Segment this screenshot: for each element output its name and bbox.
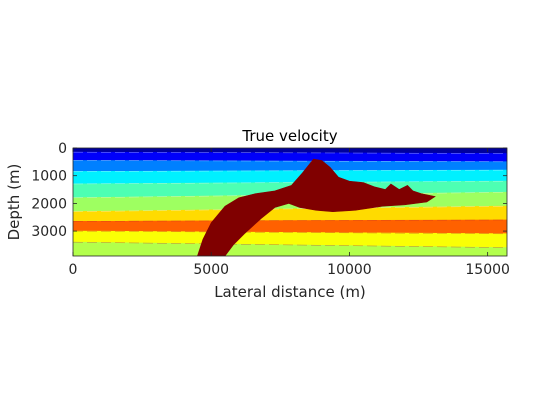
y-tick-label: 0 [58, 141, 67, 157]
salt-body [197, 158, 436, 256]
x-axis: 0 5000 10000 15000 [69, 148, 510, 278]
reflector-line [73, 151, 507, 154]
chart-title: True velocity [241, 127, 337, 145]
reflector-lines [73, 151, 507, 248]
x-tick-label: 10000 [327, 262, 372, 278]
x-tick-label: 15000 [465, 262, 510, 278]
reflector-line [73, 169, 507, 172]
y-tick-label: 1000 [31, 169, 67, 185]
reflector-line [73, 180, 507, 185]
reflector-line [73, 241, 507, 248]
y-axis: 0 1000 2000 3000 [31, 141, 507, 240]
y-axis-label: Depth (m) [5, 164, 23, 241]
x-tick-label: 5000 [193, 262, 229, 278]
velocity-layers [73, 148, 507, 256]
reflector-line [73, 160, 507, 163]
plot-area [73, 148, 507, 256]
y-tick-label: 2000 [31, 196, 67, 212]
x-axis-label: Lateral distance (m) [214, 283, 366, 301]
plot-frame [72, 147, 508, 257]
velocity-layer [73, 160, 507, 172]
reflector-line [73, 205, 507, 212]
reflector-line [73, 219, 507, 222]
x-tick-label: 0 [69, 262, 78, 278]
reflector-line [73, 230, 507, 235]
y-tick-label: 3000 [31, 224, 67, 240]
